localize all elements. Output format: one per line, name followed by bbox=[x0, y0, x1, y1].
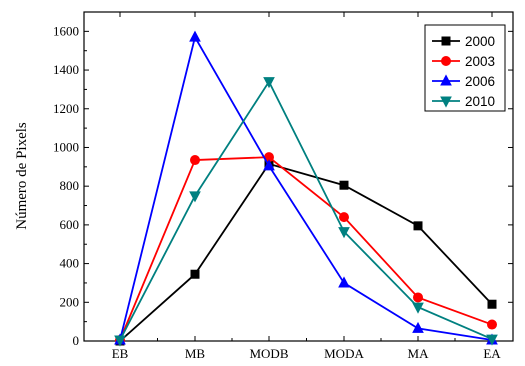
legend-marker bbox=[440, 96, 452, 108]
legend: 2000 2003 2006 2010 bbox=[424, 24, 506, 112]
y-tick-label: 1000 bbox=[53, 139, 79, 154]
x-tick-label: MODA bbox=[324, 346, 364, 361]
y-tick-label: 200 bbox=[60, 294, 80, 309]
y-tick-label: 400 bbox=[60, 256, 80, 271]
data-point-2000 bbox=[190, 269, 200, 279]
data-point-2006 bbox=[338, 276, 350, 288]
data-point-2000 bbox=[413, 221, 423, 231]
data-point-2006 bbox=[189, 30, 201, 42]
x-tick-label: MODB bbox=[249, 346, 288, 361]
data-point-2010 bbox=[114, 335, 126, 347]
axis-ticks: 0 200 400 600 800 1000 1200 1400 1600 EB MB MODB MOD… bbox=[53, 12, 513, 361]
legend-marker bbox=[440, 74, 452, 86]
x-tick-label: EB bbox=[112, 346, 129, 361]
legend-label: 2010 bbox=[465, 94, 495, 109]
y-tick-label: 600 bbox=[60, 217, 80, 232]
y-tick-label: 1400 bbox=[53, 62, 79, 77]
y-axis-title: Número de Pixels bbox=[14, 122, 30, 230]
series-line-2003 bbox=[119, 156, 493, 341]
y-tick-label: 800 bbox=[60, 178, 80, 193]
series-2010 bbox=[114, 77, 498, 347]
y-tick-label: 1200 bbox=[53, 101, 79, 116]
legend-marker bbox=[441, 36, 451, 46]
series-line-2006 bbox=[119, 34, 493, 341]
data-point-2010 bbox=[338, 227, 350, 239]
data-point-2003 bbox=[413, 292, 423, 303]
x-tick-label: MB bbox=[185, 346, 206, 361]
data-point-2000 bbox=[487, 299, 497, 309]
plot-frame bbox=[83, 11, 514, 342]
data-point-2010 bbox=[412, 302, 424, 314]
y-tick-label: 1600 bbox=[53, 23, 79, 38]
data-point-2003 bbox=[190, 155, 200, 166]
x-tick-label: MA bbox=[408, 346, 430, 361]
legend-box bbox=[424, 24, 506, 112]
data-point-2000 bbox=[339, 180, 349, 190]
legend-label: 2003 bbox=[465, 54, 495, 69]
data-point-2010 bbox=[189, 191, 201, 203]
data-point-2010 bbox=[263, 77, 275, 89]
series-group bbox=[114, 30, 498, 347]
y-tick-label: 0 bbox=[73, 333, 80, 348]
legend-label: 2006 bbox=[465, 74, 495, 89]
data-point-2006 bbox=[263, 159, 275, 171]
series-line-2000 bbox=[119, 162, 493, 342]
data-point-2006 bbox=[412, 321, 424, 333]
legend-marker bbox=[441, 56, 451, 66]
series-2003 bbox=[115, 152, 497, 346]
data-point-2003 bbox=[339, 212, 349, 223]
legend-entry-2006: 2006 bbox=[432, 74, 495, 89]
legend-entry-2010: 2010 bbox=[432, 94, 495, 109]
data-point-2010 bbox=[486, 334, 498, 346]
legend-entry-2000: 2000 bbox=[432, 34, 495, 49]
data-point-2003 bbox=[487, 319, 497, 330]
legend-entry-2003: 2003 bbox=[432, 54, 495, 69]
legend-label: 2000 bbox=[465, 34, 495, 49]
x-tick-label: EA bbox=[483, 346, 501, 361]
series-line-2010 bbox=[119, 79, 493, 341]
